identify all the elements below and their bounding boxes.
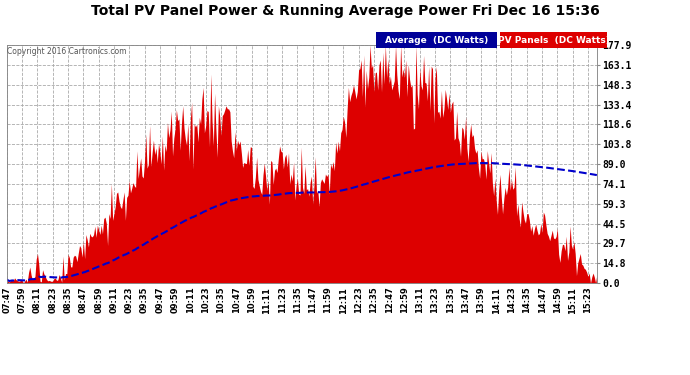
Text: PV Panels  (DC Watts): PV Panels (DC Watts) — [497, 36, 610, 45]
Text: 13:35: 13:35 — [446, 287, 455, 314]
Text: 15:11: 15:11 — [568, 287, 577, 314]
Text: 12:47: 12:47 — [384, 287, 394, 314]
Text: 10:11: 10:11 — [186, 287, 195, 314]
Text: 13:59: 13:59 — [476, 287, 485, 314]
Text: 14:35: 14:35 — [522, 287, 531, 314]
Text: 08:59: 08:59 — [94, 287, 103, 313]
Text: 09:35: 09:35 — [140, 287, 149, 313]
Text: 07:59: 07:59 — [18, 287, 27, 313]
Text: 08:35: 08:35 — [63, 287, 72, 313]
Text: 10:35: 10:35 — [217, 287, 226, 314]
Text: 13:47: 13:47 — [461, 287, 470, 314]
Text: 14:47: 14:47 — [538, 287, 546, 314]
Text: 09:47: 09:47 — [155, 287, 164, 313]
Text: 08:47: 08:47 — [79, 287, 88, 313]
Text: 13:11: 13:11 — [415, 287, 424, 314]
Text: Average  (DC Watts): Average (DC Watts) — [385, 36, 488, 45]
Text: 15:23: 15:23 — [584, 287, 593, 314]
Text: 10:59: 10:59 — [247, 287, 256, 314]
Text: 10:47: 10:47 — [232, 287, 241, 314]
Text: 11:35: 11:35 — [293, 287, 302, 314]
Text: 10:23: 10:23 — [201, 287, 210, 314]
Text: 11:11: 11:11 — [262, 287, 271, 314]
Text: 07:47: 07:47 — [2, 287, 12, 313]
Text: 12:23: 12:23 — [354, 287, 363, 314]
Text: 11:59: 11:59 — [324, 287, 333, 314]
Text: 08:23: 08:23 — [48, 287, 57, 313]
Text: 14:59: 14:59 — [553, 287, 562, 314]
Text: 13:23: 13:23 — [431, 287, 440, 314]
Text: 14:11: 14:11 — [492, 287, 501, 314]
Text: Total PV Panel Power & Running Average Power Fri Dec 16 15:36: Total PV Panel Power & Running Average P… — [90, 4, 600, 18]
Text: 09:11: 09:11 — [110, 287, 119, 314]
Text: 14:23: 14:23 — [507, 287, 516, 314]
Text: 08:11: 08:11 — [33, 287, 42, 314]
Text: 09:23: 09:23 — [125, 287, 134, 313]
Text: 12:11: 12:11 — [339, 287, 348, 314]
Text: 09:59: 09:59 — [170, 287, 179, 313]
Text: 11:23: 11:23 — [277, 287, 286, 314]
Text: 11:47: 11:47 — [308, 287, 317, 314]
Text: 12:35: 12:35 — [369, 287, 378, 314]
Text: Copyright 2016 Cartronics.com: Copyright 2016 Cartronics.com — [7, 47, 126, 56]
Text: 12:59: 12:59 — [400, 287, 409, 314]
